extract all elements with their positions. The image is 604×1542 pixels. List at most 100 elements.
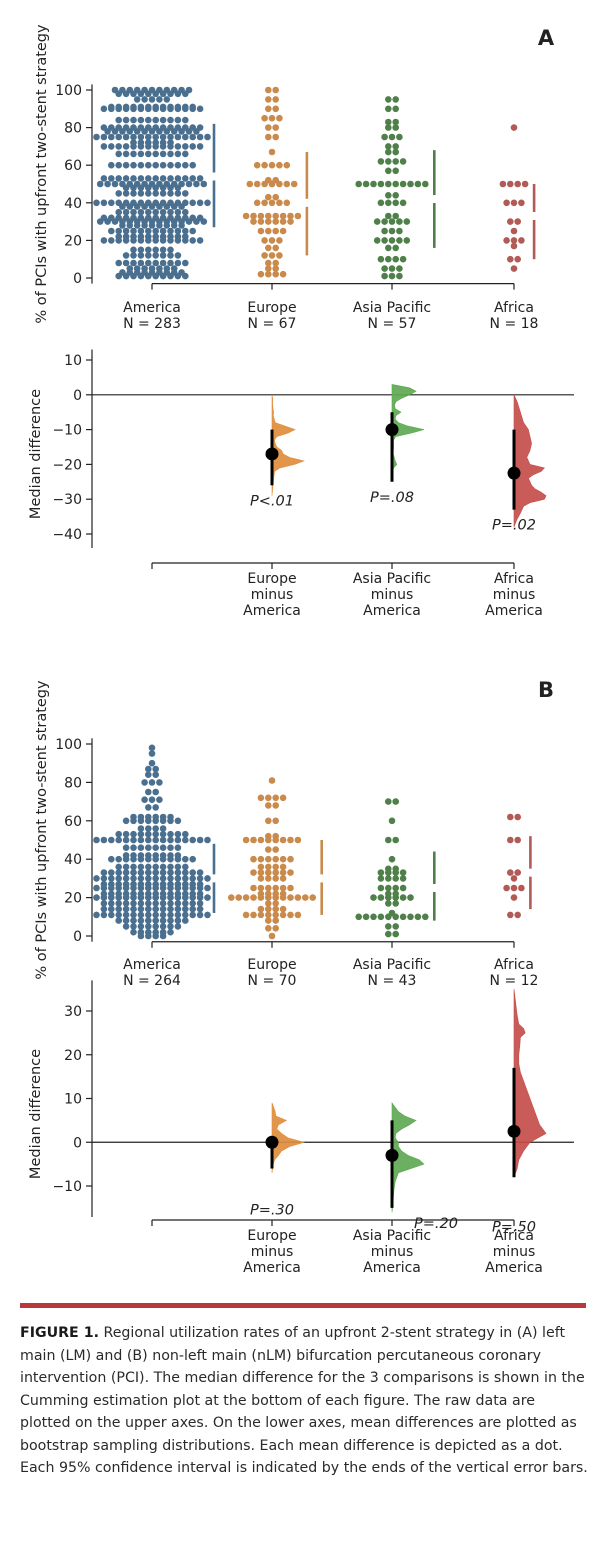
data-point <box>377 875 385 882</box>
data-point <box>265 794 272 802</box>
data-point <box>145 855 152 863</box>
data-point <box>174 272 182 280</box>
data-point <box>388 133 396 141</box>
data-point <box>377 199 385 207</box>
data-point <box>122 830 130 838</box>
data-point <box>133 203 141 210</box>
data-point <box>148 96 156 103</box>
data-point <box>507 869 514 876</box>
data-point <box>381 227 388 235</box>
data-point <box>108 237 115 244</box>
data-point <box>294 911 302 919</box>
data-point <box>250 836 257 844</box>
data-point <box>189 911 196 919</box>
data-point <box>499 180 507 188</box>
data-point <box>126 203 134 210</box>
data-point <box>170 128 178 135</box>
panel-label: B <box>538 678 554 702</box>
comparison-label-line: America <box>363 1260 421 1276</box>
bootstrap-distribution <box>391 384 425 475</box>
y-tick-label: 80 <box>64 775 82 791</box>
data-point <box>152 905 159 913</box>
data-point <box>130 208 137 216</box>
data-point <box>388 237 396 244</box>
data-point <box>503 237 510 244</box>
data-point <box>130 884 137 892</box>
y-tick-label: 20 <box>64 891 82 907</box>
data-point <box>145 817 152 825</box>
data-point <box>265 863 272 871</box>
data-point <box>133 128 141 135</box>
data-point <box>518 237 525 244</box>
y-tick-label: −10 <box>52 1179 82 1195</box>
data-point <box>507 255 514 263</box>
data-point <box>156 96 163 103</box>
data-point <box>185 218 193 225</box>
data-point <box>182 143 189 150</box>
data-point <box>503 884 510 892</box>
data-point <box>392 96 400 103</box>
data-point <box>130 237 137 244</box>
data-point <box>148 744 156 752</box>
data-point <box>115 259 122 267</box>
data-point <box>362 180 370 188</box>
y-tick-label: 0 <box>73 388 82 404</box>
group-name-label: America <box>123 957 181 973</box>
data-point <box>122 923 130 930</box>
data-point <box>148 779 156 786</box>
data-point <box>93 836 100 844</box>
data-point <box>145 830 152 838</box>
data-point <box>100 133 108 141</box>
data-point <box>392 158 400 165</box>
data-point <box>156 222 163 229</box>
data-point <box>204 875 211 882</box>
data-point <box>272 212 280 220</box>
comparison-label-line: Europe <box>247 1228 296 1244</box>
data-point <box>133 222 141 229</box>
data-point <box>130 844 137 851</box>
comparison-label-line: Asia Pacific <box>353 571 431 587</box>
data-point <box>130 252 137 259</box>
data-point <box>385 894 392 901</box>
data-point <box>119 203 126 210</box>
group-n-label: N = 57 <box>368 316 417 332</box>
data-point <box>381 272 388 280</box>
data-point <box>159 184 167 192</box>
data-point <box>385 148 392 156</box>
panel-label: A <box>538 26 555 50</box>
data-point <box>370 180 377 188</box>
data-point <box>122 237 130 244</box>
data-point <box>130 875 137 882</box>
data-point <box>246 180 254 188</box>
bootstrap-distribution <box>391 1101 425 1213</box>
data-point <box>159 175 167 182</box>
figure-label: FIGURE 1. <box>20 1325 99 1341</box>
y-axis-label: % of PCIs with upfront two-stent strateg… <box>34 680 50 980</box>
data-point <box>174 90 182 98</box>
data-point <box>189 884 196 892</box>
data-point <box>137 932 145 940</box>
group-name-label: Asia Pacific <box>353 957 431 973</box>
data-point <box>130 90 137 98</box>
data-point <box>137 150 145 158</box>
data-point <box>152 90 159 98</box>
comparison-label-line: America <box>243 1260 301 1276</box>
data-point <box>182 90 189 98</box>
data-point <box>287 836 294 844</box>
data-point <box>145 875 152 882</box>
data-point <box>392 118 400 126</box>
data-point <box>137 923 145 930</box>
data-point <box>122 917 130 924</box>
data-point <box>145 900 152 907</box>
data-point <box>385 192 392 199</box>
data-point <box>167 175 174 182</box>
comparison-label-line: Asia Pacific <box>353 1228 431 1244</box>
data-point <box>152 869 159 876</box>
data-point <box>159 208 167 216</box>
data-point <box>518 199 525 207</box>
caption-rule <box>20 1303 586 1308</box>
data-point <box>287 894 294 901</box>
